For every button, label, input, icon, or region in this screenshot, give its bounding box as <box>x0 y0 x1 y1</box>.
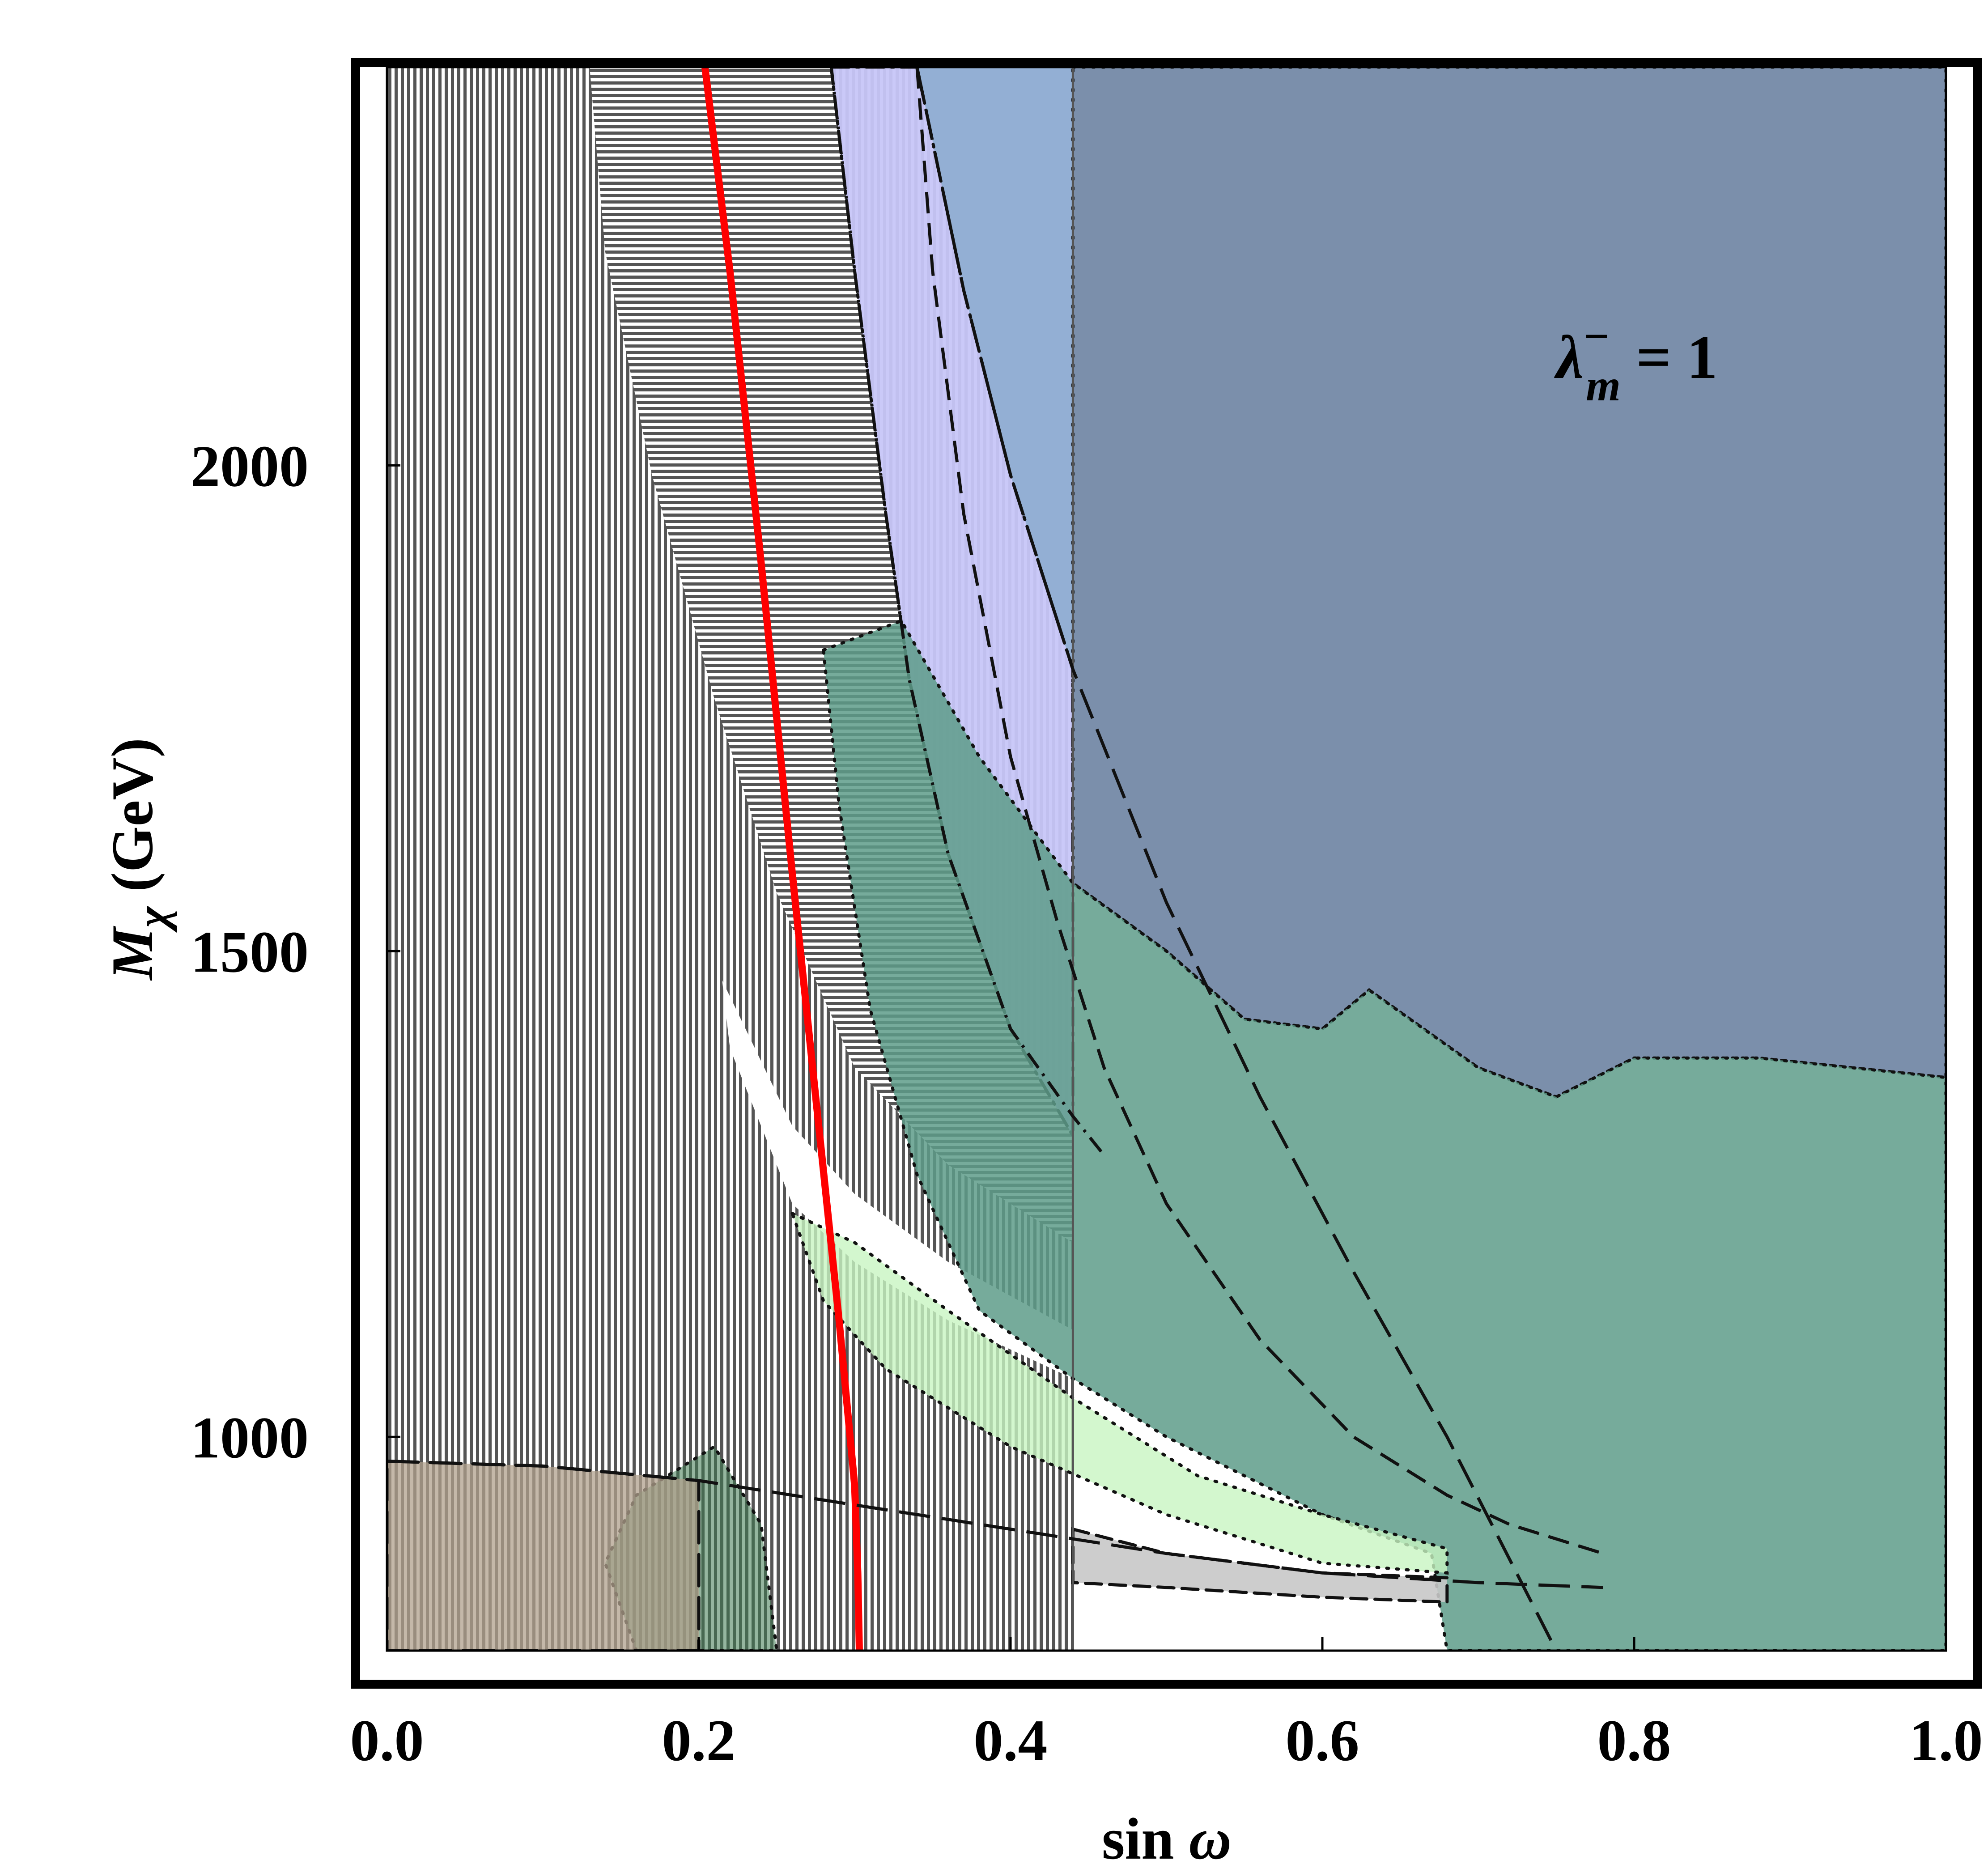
x-axis-title-main: sin <box>1102 1806 1189 1864</box>
x-axis-title-symbol: ω <box>1189 1806 1232 1864</box>
x-tick-label: 0.4 <box>974 1707 1048 1773</box>
x-tick-label: 0.0 <box>350 1707 424 1773</box>
x-axis-title: sin ω <box>1102 1806 1232 1864</box>
y-axis-title-main: M <box>99 926 165 981</box>
annotation-lambda-symbol: λ <box>1554 323 1584 391</box>
y-tick-label: 2000 <box>191 433 309 499</box>
x-tick-label: 0.2 <box>662 1707 736 1773</box>
x-tick-label: 0.6 <box>1286 1707 1359 1773</box>
blue-region <box>1071 67 1946 1099</box>
y-tick-label: 1000 <box>191 1405 309 1470</box>
red-curve <box>701 67 863 1651</box>
annotation-lambda: λ− m = 1 <box>1554 311 1718 410</box>
y-axis-title-unit: (GeV) <box>99 738 165 907</box>
dash-dot-curve <box>829 67 1105 1156</box>
brown-region <box>387 1459 701 1651</box>
annotation-lambda-sup: − <box>1584 311 1609 361</box>
long-dash-curve <box>915 67 1558 1651</box>
axes: 0.0 0.2 0.4 0.6 0.8 1.0 1000 1500 2000 <box>191 58 1983 1773</box>
long-dash-lower <box>387 1460 1603 1589</box>
light-green-region <box>789 1210 1449 1575</box>
x-tick-label: 0.8 <box>1597 1707 1671 1773</box>
plot-frame-inner <box>386 66 1947 1652</box>
plot-area <box>387 67 1946 1651</box>
plot-frame-outer <box>351 58 1982 1689</box>
x-tick-label: 1.0 <box>1909 1707 1983 1773</box>
y-axis-title: Mχ (GeV) <box>99 738 178 981</box>
annotation-lambda-sub: m <box>1586 361 1621 410</box>
mid-dash-curve <box>915 67 1604 1555</box>
light-blue-region <box>917 67 1073 679</box>
annotation-lambda-rest: = 1 <box>1621 323 1718 391</box>
green-region <box>822 619 1946 1651</box>
y-tick-label: 1500 <box>191 919 309 985</box>
